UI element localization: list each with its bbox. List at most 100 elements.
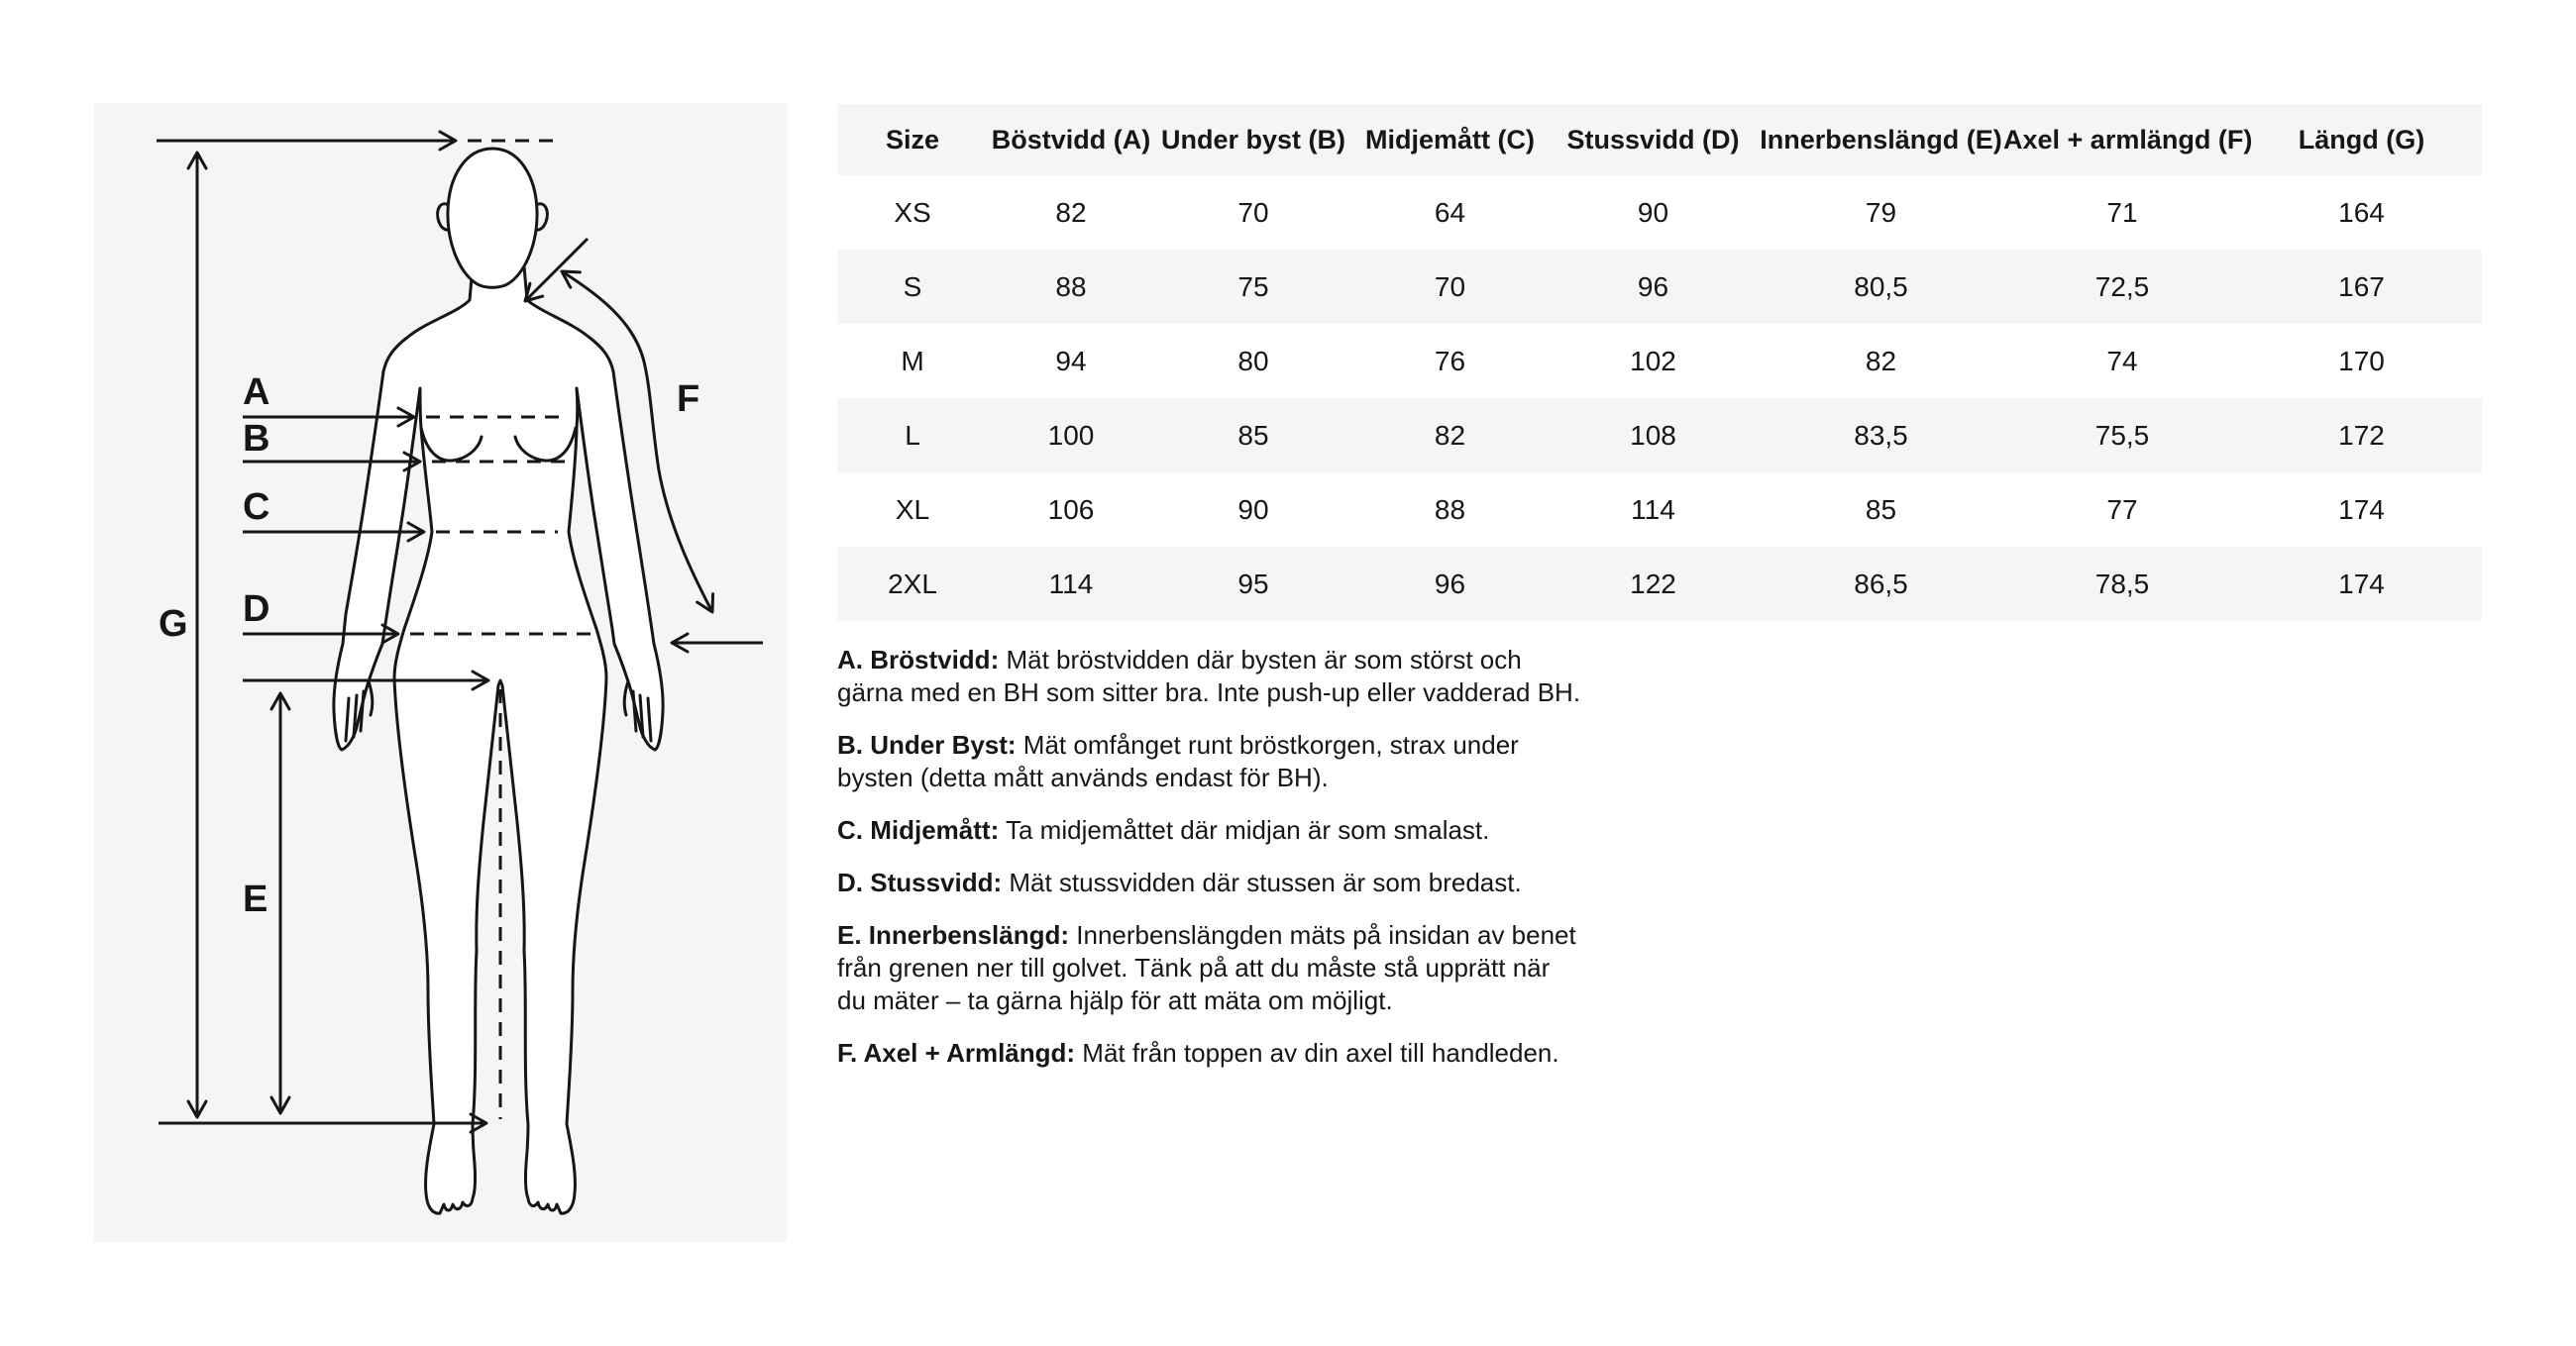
table-cell: 164	[2338, 196, 2385, 228]
size-cell: 2XL	[888, 568, 937, 599]
table-cell: 122	[1630, 568, 1676, 599]
measurement-diagram-panel: A B C D E F G	[94, 103, 787, 1242]
table-cell: 76	[1434, 345, 1466, 376]
table-cell: 172	[2338, 419, 2385, 451]
table-row-xl: XL 106 90 88 114 85 77 174	[837, 472, 2482, 547]
description-text: Mät stussvidden där stussen är som breda…	[1002, 868, 1522, 897]
description-axel-armlangd: F. Axel + Armlängd: Mät från toppen av d…	[837, 1037, 1838, 1070]
column-header-under-byst: Under byst (B)	[1154, 104, 1352, 175]
head	[446, 147, 539, 289]
table-row-m: M 94 80 76 102 82 74 170	[837, 324, 2482, 398]
description-text: Ta midjemåttet där midjan är som smalast…	[999, 815, 1490, 845]
description-text: Mät från toppen av din axel till handled…	[1075, 1038, 1559, 1068]
table-cell: 82	[1434, 419, 1466, 451]
description-text: Innerbenslängden mäts på insidan av bene…	[837, 920, 1576, 1015]
size-cell: L	[905, 419, 920, 451]
measure-label-c: C	[243, 486, 269, 528]
table-cell: 90	[1637, 196, 1669, 228]
measure-label-a: A	[243, 371, 269, 413]
body-figure-svg: A B C D E F G	[157, 130, 763, 1215]
table-cell: 167	[2338, 270, 2385, 302]
description-innerbenslangd: E. Innerbenslängd: Innerbenslängden mäts…	[837, 919, 1838, 1017]
column-header-langd: Längd (G)	[2241, 104, 2482, 175]
measurement-descriptions: A. Bröstvidd: Mät bröstvidden där bysten…	[837, 644, 1838, 1089]
table-cell: 100	[1047, 419, 1095, 451]
column-header-size: Size	[837, 104, 988, 175]
size-cell: XL	[895, 493, 930, 525]
column-header-innerbenslangd: Innerbenslängd (E)	[1759, 104, 2003, 175]
table-cell: 94	[1055, 345, 1087, 376]
table-cell: 174	[2338, 568, 2385, 599]
table-cell: 86,5	[1854, 568, 1908, 599]
table-cell: 80	[1237, 345, 1269, 376]
bust-curve-left	[419, 426, 483, 463]
table-cell: 85	[1865, 493, 1897, 525]
table-cell: 88	[1055, 270, 1087, 302]
table-cell: 70	[1434, 270, 1466, 302]
table-cell: 74	[2106, 345, 2138, 376]
description-label: B. Under Byst:	[837, 730, 1017, 760]
size-table-wrap: Size Böstvidd (A) Under byst (B) Midjemå…	[837, 104, 2482, 621]
table-cell: 78,5	[2094, 568, 2150, 599]
table-row-2xl: 2XL 114 95 96 122 86,5 78,5 174	[837, 547, 2482, 621]
table-cell: 83,5	[1854, 419, 1908, 451]
table-header-row: Size Böstvidd (A) Under byst (B) Midjemå…	[837, 104, 2482, 175]
table-cell: 72,5	[2094, 270, 2150, 302]
table-cell: 80,5	[1854, 270, 1908, 302]
description-text: Mät omfånget runt bröstkorgen, strax und…	[837, 730, 1519, 792]
table-cell: 75,5	[2094, 419, 2150, 451]
table-cell: 106	[1047, 493, 1095, 525]
column-header-bostvidd: Böstvidd (A)	[988, 104, 1154, 175]
table-cell: 174	[2338, 493, 2385, 525]
description-label: F. Axel + Armlängd:	[837, 1038, 1076, 1068]
description-label: E. Innerbenslängd:	[837, 920, 1070, 950]
table-cell: 114	[1631, 493, 1675, 525]
table-cell: 75	[1237, 270, 1269, 302]
table-cell: 96	[1434, 568, 1466, 599]
description-midjematt: C. Midjemått: Ta midjemåttet där midjan …	[837, 814, 1838, 847]
description-under-byst: B. Under Byst: Mät omfånget runt bröstko…	[837, 729, 1838, 794]
measure-label-g: G	[159, 603, 188, 645]
table-cell: 71	[2106, 196, 2138, 228]
table-cell: 64	[1434, 196, 1466, 228]
table-cell: 114	[1048, 568, 1094, 599]
measure-curve-f	[560, 269, 715, 614]
table-cell: 70	[1237, 196, 1269, 228]
table-cell: 108	[1630, 419, 1676, 451]
table-cell: 96	[1637, 270, 1669, 302]
left-hand-fingers	[344, 679, 375, 743]
description-stussvidd: D. Stussvidd: Mät stussvidden där stusse…	[837, 867, 1838, 899]
description-label: D. Stussvidd:	[837, 868, 1003, 897]
measure-label-e: E	[243, 879, 268, 920]
description-label: A. Bröstvidd:	[837, 645, 1000, 674]
measure-label-d: D	[243, 588, 269, 630]
description-text: Mät bröstvidden där bysten är som störst…	[837, 645, 1581, 707]
size-cell: XS	[894, 196, 931, 228]
table-cell: 88	[1434, 493, 1466, 525]
table-row-l: L 100 85 82 108 83,5 75,5 172	[837, 398, 2482, 472]
table-cell: 77	[2106, 493, 2138, 525]
measure-label-b: B	[243, 418, 269, 460]
size-cell: S	[903, 270, 922, 302]
description-label: C. Midjemått:	[837, 815, 1000, 845]
table-cell: 95	[1237, 568, 1269, 599]
measure-label-f: F	[677, 378, 699, 420]
shoulder-pointer-line	[523, 237, 590, 303]
size-table: Size Böstvidd (A) Under byst (B) Midjemå…	[837, 104, 2482, 621]
table-cell: 82	[1055, 196, 1087, 228]
right-hand-fingers	[622, 679, 653, 743]
table-row-xs: XS 82 70 64 90 79 71 164	[837, 175, 2482, 250]
table-cell: 90	[1237, 493, 1269, 525]
table-cell: 82	[1865, 345, 1897, 376]
column-header-midjematt: Midjemått (C)	[1352, 104, 1548, 175]
column-header-axel-armlangd: Axel + armlängd (F)	[2003, 104, 2252, 175]
table-cell: 170	[2338, 345, 2385, 376]
description-brostvidd: A. Bröstvidd: Mät bröstvidden där bysten…	[837, 644, 1838, 709]
table-cell: 79	[1865, 196, 1897, 228]
table-row-s: S 88 75 70 96 80,5 72,5 167	[837, 250, 2482, 324]
body-outline	[332, 254, 665, 1215]
size-cell: M	[901, 345, 924, 376]
table-cell: 85	[1237, 419, 1269, 451]
table-cell: 102	[1630, 345, 1676, 376]
column-header-stussvidd: Stussvidd (D)	[1548, 104, 1759, 175]
